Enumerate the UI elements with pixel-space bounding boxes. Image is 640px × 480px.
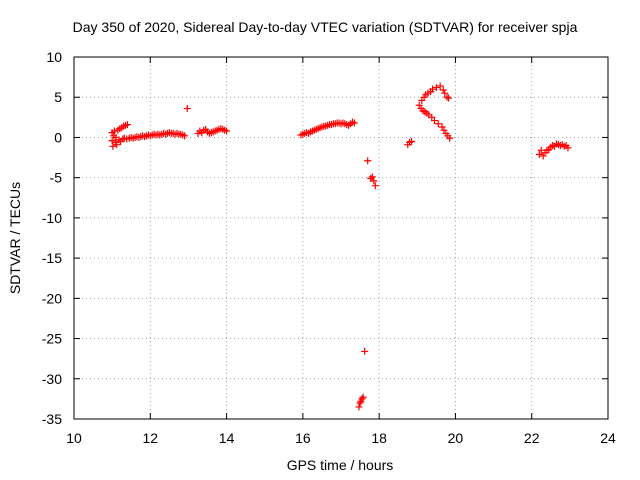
x-tick-label: 18 (371, 430, 387, 446)
x-tick-label: 20 (448, 430, 464, 446)
data-point (430, 117, 438, 125)
data-point (564, 144, 572, 152)
chart-title: Day 350 of 2020, Sidereal Day-to-day VTE… (73, 19, 578, 35)
data-point (432, 84, 440, 92)
data-point (443, 93, 451, 101)
data-point (108, 137, 116, 145)
data-point (183, 104, 191, 112)
x-tick-label: 16 (295, 430, 311, 446)
data-point (109, 142, 117, 150)
x-axis-label: GPS time / hours (287, 457, 394, 473)
data-points (108, 82, 572, 411)
data-point (408, 137, 416, 145)
data-point (535, 150, 543, 158)
data-point (364, 157, 372, 165)
y-tick-label: -25 (42, 331, 62, 347)
data-point (361, 347, 369, 355)
data-point (223, 127, 231, 135)
data-point (350, 119, 358, 127)
y-tick-label: -35 (42, 411, 62, 427)
y-tick-label: -30 (42, 371, 62, 387)
y-tick-label: 5 (54, 89, 62, 105)
axis-ticks (73, 56, 609, 420)
data-point (355, 403, 363, 411)
data-point (439, 86, 447, 94)
x-tick-label: 14 (219, 430, 235, 446)
data-point (123, 121, 131, 129)
x-tick-label: 10 (66, 430, 82, 446)
plot-frame (73, 56, 609, 420)
data-point (371, 182, 379, 190)
data-point (436, 82, 444, 90)
data-point (358, 395, 366, 403)
tick-labels: 10 12 14 16 18 20 22 24 10 5 0 -5 -10 -15 -20 -25 -30 -35 (42, 49, 616, 446)
data-point (368, 173, 376, 181)
data-point (356, 399, 364, 407)
y-tick-label: -10 (42, 210, 62, 226)
y-tick-label: -5 (50, 170, 63, 186)
y-axis-label: SDTVAR / TECUs (7, 182, 23, 294)
data-point (429, 85, 437, 93)
x-tick-label: 24 (600, 430, 616, 446)
y-tick-label: -20 (42, 290, 62, 306)
y-tick-label: 10 (46, 49, 62, 65)
x-tick-label: 22 (524, 430, 540, 446)
data-point (110, 127, 118, 135)
data-point (445, 94, 453, 102)
data-point (370, 177, 378, 185)
data-point (115, 136, 123, 144)
x-tick-label: 12 (142, 430, 158, 446)
y-tick-label: -15 (42, 250, 62, 266)
data-point (113, 141, 121, 149)
data-point (441, 89, 449, 97)
data-point (434, 120, 442, 128)
data-point (181, 132, 189, 140)
grid (74, 57, 608, 419)
data-point (359, 393, 367, 401)
y-tick-label: 0 (54, 129, 62, 145)
data-point (446, 134, 454, 142)
